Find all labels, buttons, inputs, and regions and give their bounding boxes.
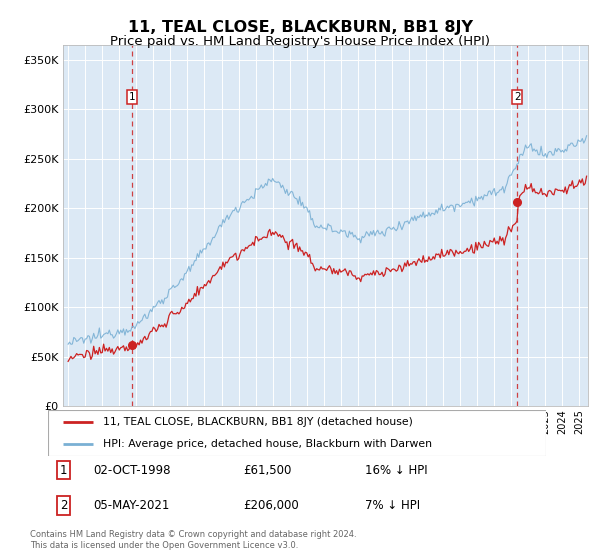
Text: 11, TEAL CLOSE, BLACKBURN, BB1 8JY (detached house): 11, TEAL CLOSE, BLACKBURN, BB1 8JY (deta… <box>103 417 413 427</box>
Text: 1: 1 <box>60 464 68 477</box>
Text: £61,500: £61,500 <box>244 464 292 477</box>
Text: £206,000: £206,000 <box>244 499 299 512</box>
Text: Price paid vs. HM Land Registry's House Price Index (HPI): Price paid vs. HM Land Registry's House … <box>110 35 490 48</box>
Text: 2: 2 <box>514 92 521 102</box>
Text: 02-OCT-1998: 02-OCT-1998 <box>93 464 170 477</box>
Text: 1: 1 <box>129 92 136 102</box>
Text: HPI: Average price, detached house, Blackburn with Darwen: HPI: Average price, detached house, Blac… <box>103 440 432 450</box>
Text: Contains HM Land Registry data © Crown copyright and database right 2024.
This d: Contains HM Land Registry data © Crown c… <box>30 530 356 550</box>
Text: 16% ↓ HPI: 16% ↓ HPI <box>365 464 427 477</box>
Text: 05-MAY-2021: 05-MAY-2021 <box>93 499 169 512</box>
Text: 2: 2 <box>60 499 68 512</box>
Text: 11, TEAL CLOSE, BLACKBURN, BB1 8JY: 11, TEAL CLOSE, BLACKBURN, BB1 8JY <box>128 20 473 35</box>
Text: 7% ↓ HPI: 7% ↓ HPI <box>365 499 420 512</box>
